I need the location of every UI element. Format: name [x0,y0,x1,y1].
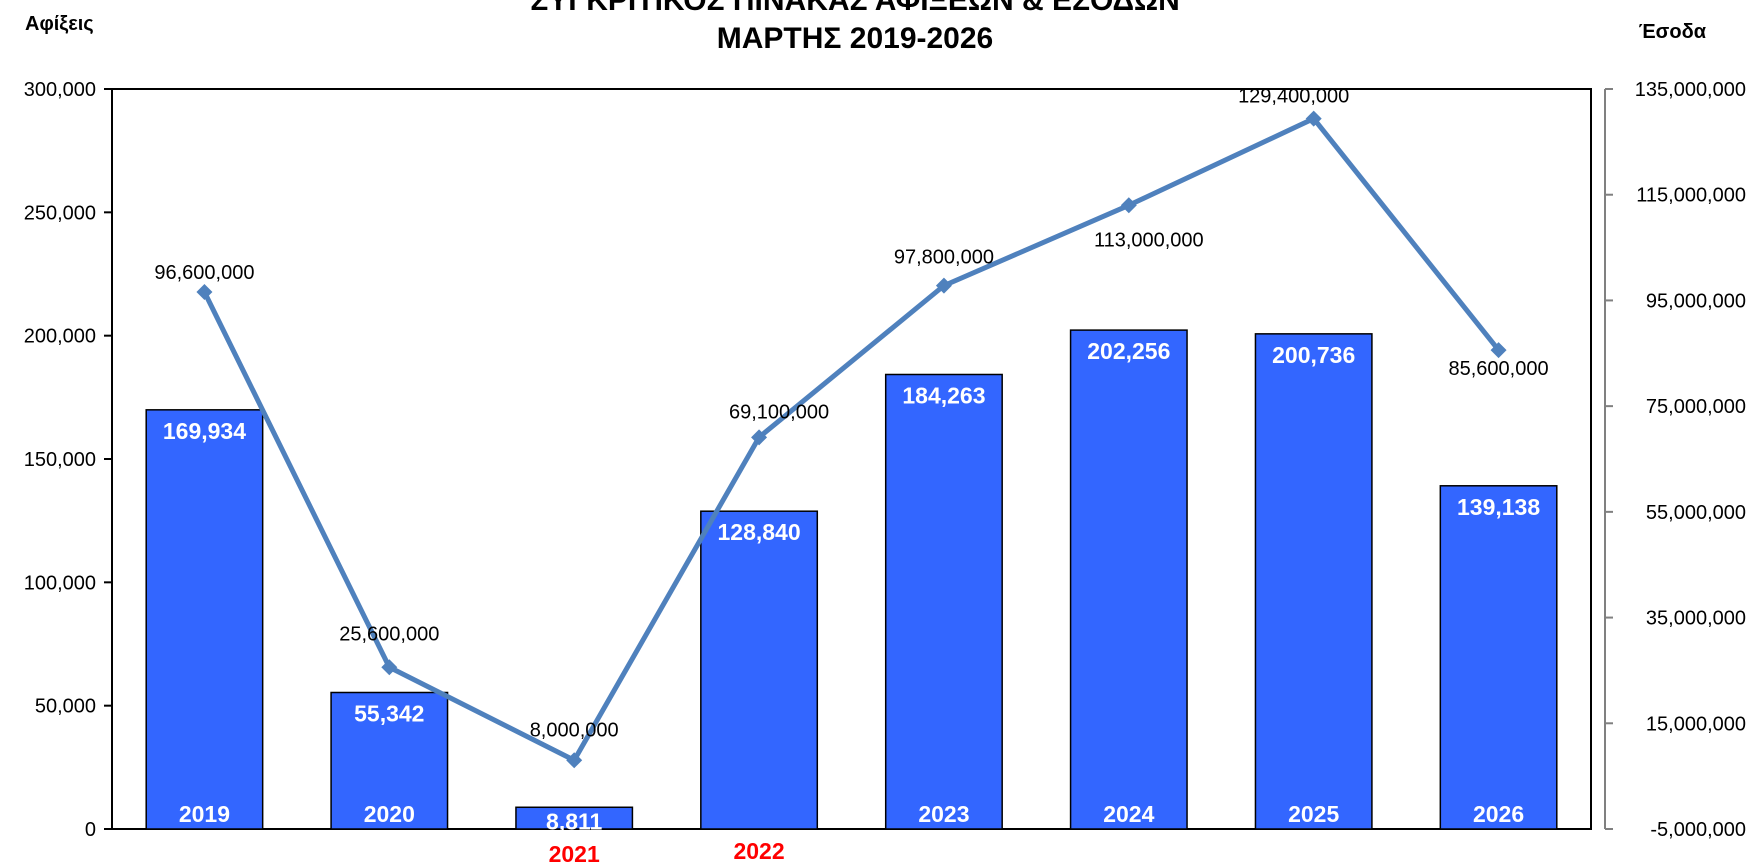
revenue-point-2026 [1490,342,1507,359]
category-label-2023: 2023 [918,801,969,827]
revenue-series: 96,600,000 25,600,000 8,000,000 69,100,000 9… [154,86,1549,769]
bar-2022 [700,510,819,830]
bar-2021 [515,806,634,830]
bar-value-label: 139,138 [1457,494,1540,520]
bar-value-label: 128,840 [717,519,800,545]
bar-value-label: 169,934 [163,418,246,444]
y-left-tick-label: 50,000 [35,696,96,718]
y-left-tick-label: 250,000 [24,202,96,224]
revenue-point-2020 [381,659,398,676]
revenue-value-label: 113,000,000 [1094,229,1204,251]
revenue-value-label: 97,800,000 [894,247,994,269]
y-right-tick-label: 15,000,000 [1646,713,1746,735]
bar-value-label: 55,342 [354,700,424,726]
revenue-point-2019 [196,283,213,300]
y-right-axis-title: Έσοδα [1639,21,1707,43]
revenue-value-label: 96,600,000 [154,262,254,284]
category-label-2025: 2025 [1288,801,1339,827]
bar-2019 [145,409,264,830]
y-right-tick-label: -5,000,000 [1650,819,1746,841]
y-left-tick-label: 200,000 [24,326,96,348]
y-right-tick-label: 55,000,000 [1646,502,1746,524]
bars: 169,934 55,342 8,811 128,840 184,263 202,256 2… [145,329,1558,834]
bar-2025 [1254,333,1373,830]
category-label-2019: 2019 [179,801,230,827]
revenue-point-2025 [1305,110,1322,127]
y-right-tick-label: 75,000,000 [1646,396,1746,418]
revenue-point-2022 [751,429,768,446]
bar-2024 [1069,329,1188,830]
bar-value-label: 184,263 [902,382,985,408]
y-left-tick-label: 150,000 [24,449,96,471]
bar-2023 [884,373,1003,830]
category-label-2020: 2020 [364,801,415,827]
revenue-point-2023 [935,277,952,294]
y-right-ticks: -5,000,000 15,000,000 35,000,000 55,000,000… [1605,79,1746,841]
category-label-2022: 2022 [733,838,784,864]
bar-2026 [1439,485,1558,830]
revenue-line [202,116,1501,763]
revenue-value-label: 129,400,000 [1238,86,1349,108]
y-left-tick-label: 0 [85,819,96,841]
revenue-point-2024 [1120,197,1137,214]
bar-value-label: 200,736 [1272,342,1355,368]
revenue-value-label: 25,600,000 [339,623,439,645]
y-right-tick-label: 115,000,000 [1636,185,1746,207]
y-right-tick-label: 35,000,000 [1646,608,1746,630]
revenue-value-label: 8,000,000 [530,719,619,741]
bar-value-label: 202,256 [1087,338,1170,364]
category-label-2026: 2026 [1473,801,1524,827]
y-left-ticks: 0 50,000 100,000 150,000 200,000 250,000 300,0… [24,79,112,841]
chart-title-line-2: ΜΑΡΤΗΣ 2019-2026 [717,22,993,55]
revenue-point-2021 [566,752,583,769]
category-label-2024: 2024 [1103,801,1154,827]
y-right-tick-label: 95,000,000 [1646,290,1746,312]
y-left-tick-label: 300,000 [24,79,96,101]
chart-title-line-1: ΣΥΓΚΡΙΤΙΚΟΣ ΠΙΝΑΚΑΣ ΑΦΙΞΕΩΝ & ΕΣΟΔΩΝ [530,0,1180,17]
revenue-value-label: 85,600,000 [1449,358,1549,380]
y-left-axis-title: Αφίξεις [25,13,94,35]
revenue-value-label: 69,100,000 [729,401,829,423]
category-labels: 2019 2020 2021 2022 2023 2024 2025 2026 [179,801,1524,865]
y-left-tick-label: 100,000 [24,572,96,594]
bar-value-label: 8,811 [546,808,602,834]
y-right-tick-label: 135,000,000 [1635,79,1746,101]
category-label-2021: 2021 [549,841,600,865]
bar-2020 [330,691,449,830]
